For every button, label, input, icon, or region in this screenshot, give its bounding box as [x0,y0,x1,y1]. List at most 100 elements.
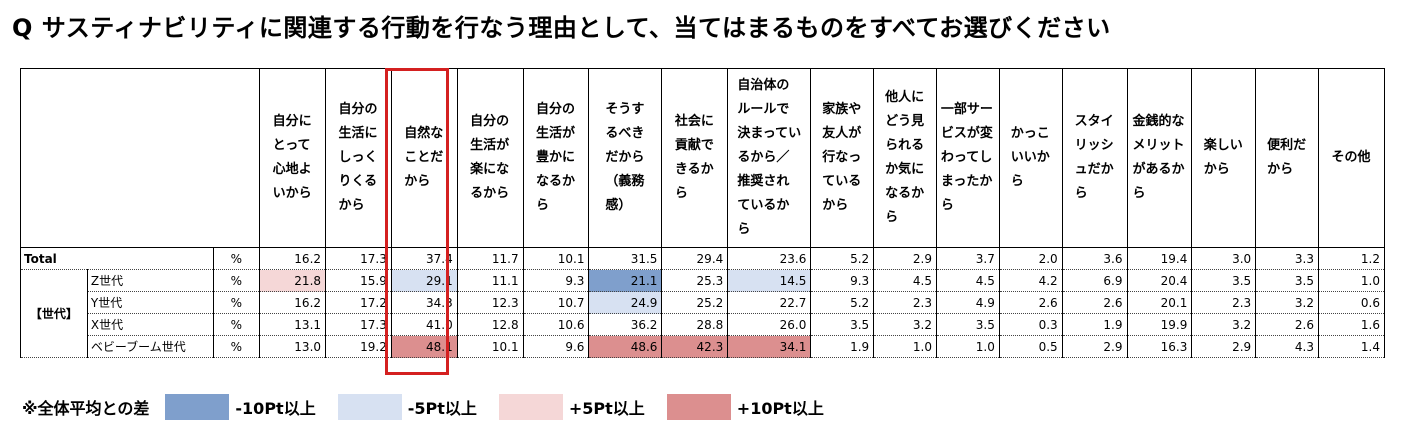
legend-note: ※全体平均との差 [22,399,150,418]
column-header: 自治体のルールで決まっているから／推奨されているから [727,68,812,248]
value-cell: 3.5 [1191,269,1257,292]
value-cell: 17.3 [325,313,392,336]
value-cell: 3.6 [1061,247,1128,270]
value-cell: 2.6 [1255,313,1320,336]
value-cell: 41.0 [390,313,458,336]
column-header: 自分の生活にしっくりくるから [325,68,392,248]
column-header-label: 他人にどう見られるか気になるから [885,90,925,225]
legend-item: -10Pt以上 [165,394,316,420]
value-cell: 22.7 [727,291,812,314]
value-cell: 34.3 [390,291,458,314]
value-cell: 1.9 [810,335,875,358]
value-cell: 4.2 [998,269,1063,292]
legend-swatch [165,394,230,420]
value-cell: 23.6 [727,247,812,270]
table-row: ベビーブーム世代% 13.0 19.2 48.1 10.1 9.6 48.6 42.3 34.1… [21,335,1385,358]
value-cell: 25.2 [661,291,729,314]
value-cell: 11.1 [456,269,524,292]
value-cell: 2.0 [998,247,1063,270]
table-row: X世代% 13.1 17.3 41.0 12.8 10.6 36.2 28.8 26.0 3.5 3… [21,313,1385,336]
value-cell: 10.1 [456,335,524,358]
legend-item: +10Pt以上 [666,394,824,420]
value-cell: 48.1 [390,335,458,358]
value-cell: 2.6 [998,291,1063,314]
value-cell: 0.6 [1318,291,1385,314]
value-cell: 3.3 [1255,247,1320,270]
value-cell: 28.8 [661,313,729,336]
header-corner [19,68,261,248]
value-cell: 2.6 [1061,291,1128,314]
value-cell: 29.1 [390,269,458,292]
value-cell: 48.6 [588,335,663,358]
value-cell: 34.1 [727,335,812,358]
unit-cell: % [212,313,261,336]
row-label: ベビーブーム世代 [86,335,214,358]
chart-title: Q サスティナビリティに関連する行動を行なう理由として、当てはまるものをすべてお… [12,14,1111,42]
value-cell: 5.2 [810,247,875,270]
value-cell: 16.2 [259,247,327,270]
value-cell: 13.0 [259,335,327,358]
value-cell: 1.2 [1318,247,1385,270]
column-header: 金銭的なメリットがあるから [1126,68,1193,248]
value-cell: 9.6 [522,335,590,358]
value-cell: 19.4 [1126,247,1193,270]
value-cell: 9.3 [522,269,590,292]
value-cell: 25.3 [661,269,729,292]
value-cell: 1.4 [1318,335,1385,358]
unit-cell: % [212,335,261,358]
value-cell: 12.3 [456,291,524,314]
legend-label: -10Pt以上 [235,399,316,418]
value-cell: 1.6 [1318,313,1385,336]
row-label: Y世代 [86,291,214,314]
column-header: 自分にとって心地よいから [259,68,327,248]
value-cell: 0.5 [998,335,1063,358]
value-cell: 5.2 [810,291,875,314]
value-cell: 2.3 [1191,291,1257,314]
value-cell: 13.1 [259,313,327,336]
value-cell: 1.0 [936,335,1000,358]
column-header: 他人にどう見られるか気になるから [873,68,938,248]
column-header-label: 自分にとって心地よいから [272,114,312,201]
unit-cell: % [212,291,261,314]
column-header-label: 自分の生活が楽になるから [470,114,510,201]
unit-cell: % [212,269,261,292]
legend-swatch [666,394,731,420]
value-cell: 24.9 [588,291,663,314]
value-cell: 3.2 [1255,291,1320,314]
value-cell: 3.5 [1255,269,1320,292]
value-cell: 4.3 [1255,335,1320,358]
column-header-label: 一部サービスが変わってしまったから [940,102,993,213]
column-header-label: 家族や友人が行なっているから [822,102,862,213]
value-cell: 19.2 [325,335,392,358]
column-header: 自分の生活が楽になるから [456,68,524,248]
value-cell: 2.9 [873,247,938,270]
value-cell: 16.2 [259,291,327,314]
data-table: 自分にとって心地よいから 自分の生活にしっくりくるから 自然なことだから 自分の生活が… [19,68,1385,358]
legend-swatch [498,394,563,420]
value-cell: 10.6 [522,313,590,336]
column-header: 自分の生活が豊かになるから [522,68,590,248]
value-cell: 42.3 [661,335,729,358]
column-header-label: スタイリッシュだから [1074,114,1114,201]
column-header: 便利だから [1255,68,1320,248]
value-cell: 1.0 [1318,269,1385,292]
table-row: Y世代% 16.2 17.2 34.3 12.3 10.7 24.9 25.2 22.7 5.2 2… [21,291,1385,314]
column-header: スタイリッシュだから [1061,68,1128,248]
value-cell: 3.2 [1191,313,1257,336]
value-cell: 21.1 [588,269,663,292]
value-cell: 11.7 [456,247,524,270]
group-label: 【世代】 [20,269,88,358]
legend-label: +10Pt以上 [736,399,824,418]
column-header-label: 自分の生活にしっくりくるから [338,102,378,213]
value-cell: 17.2 [325,291,392,314]
value-cell: 6.9 [1061,269,1128,292]
column-header-label: 自分の生活が豊かになるから [536,102,576,213]
unit-cell: % [212,247,261,270]
value-cell: 3.2 [873,313,938,336]
column-header-label: そうするべきだから（義務感） [605,102,645,213]
value-cell: 36.2 [588,313,663,336]
row-label: X世代 [86,313,214,336]
column-header: かっこいいから [998,68,1063,248]
value-cell: 3.5 [936,313,1000,336]
value-cell: 16.3 [1126,335,1193,358]
